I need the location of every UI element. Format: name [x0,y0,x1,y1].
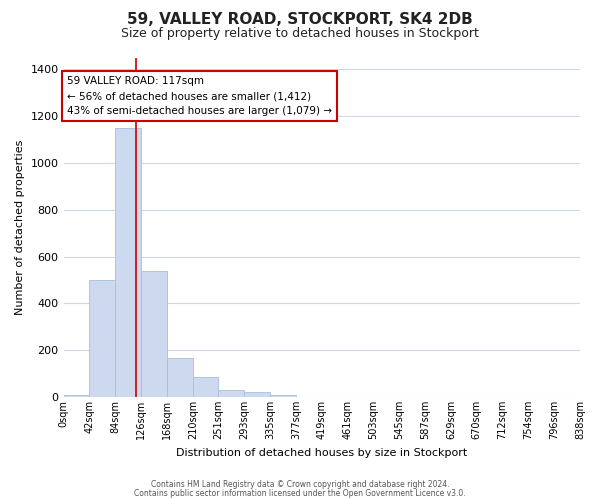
Bar [167,358,193,397]
Bar [218,390,244,397]
Text: Contains public sector information licensed under the Open Government Licence v3: Contains public sector information licen… [134,489,466,498]
Text: 59 VALLEY ROAD: 117sqm
← 56% of detached houses are smaller (1,412)
43% of semi-: 59 VALLEY ROAD: 117sqm ← 56% of detached… [67,76,332,116]
Bar [64,394,89,397]
Text: Size of property relative to detached houses in Stockport: Size of property relative to detached ho… [121,28,479,40]
X-axis label: Distribution of detached houses by size in Stockport: Distribution of detached houses by size … [176,448,467,458]
Text: Contains HM Land Registry data © Crown copyright and database right 2024.: Contains HM Land Registry data © Crown c… [151,480,449,489]
Bar [193,377,218,397]
Bar [244,392,270,397]
Bar [115,128,141,397]
Bar [89,280,115,397]
Text: 59, VALLEY ROAD, STOCKPORT, SK4 2DB: 59, VALLEY ROAD, STOCKPORT, SK4 2DB [127,12,473,28]
Bar [270,394,296,397]
Y-axis label: Number of detached properties: Number of detached properties [15,140,25,315]
Bar [141,270,167,397]
